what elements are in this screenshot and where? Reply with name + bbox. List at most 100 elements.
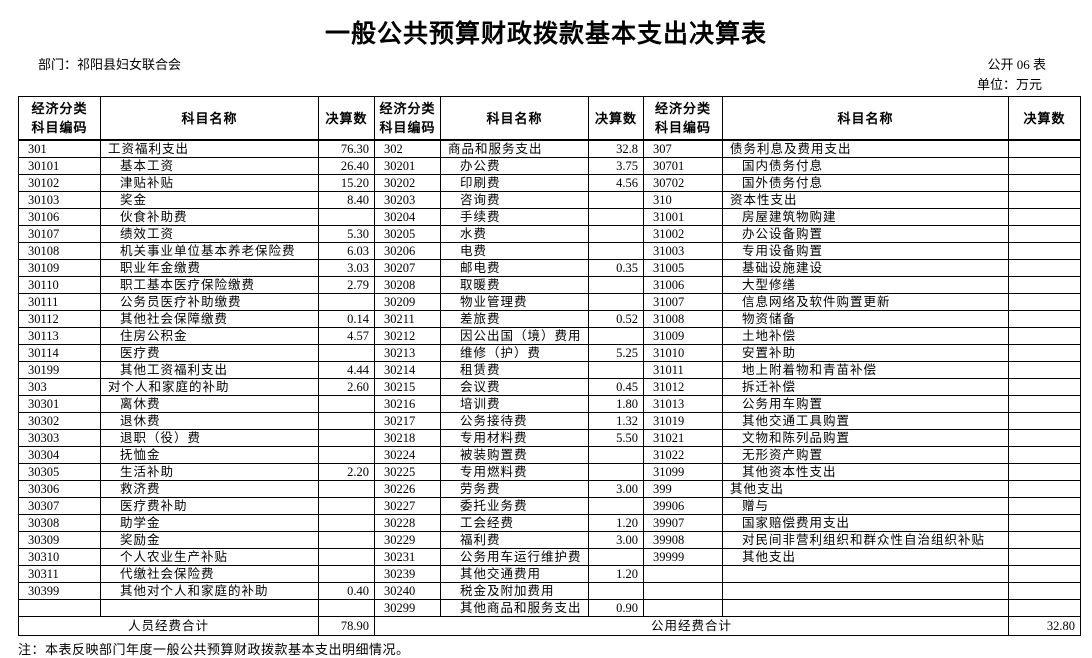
header-amount-col-1: 决算数 xyxy=(318,96,375,141)
unit-label: 单位：万元 xyxy=(976,77,1042,92)
subject-name-cell: 专用燃料费 xyxy=(440,463,589,481)
code-cell: 30302 xyxy=(18,412,101,430)
code-cell: 31008 xyxy=(643,310,723,328)
table-row: 30299 其他商品和服务支出 0.90 xyxy=(18,599,1081,617)
subject-name-cell: 土地补偿 xyxy=(722,327,1009,345)
table-row: 30301 离休费 30216 培训费 1.80 31013 公务用车购置 xyxy=(18,395,1081,413)
code-cell: 30209 xyxy=(374,293,441,311)
amount-cell xyxy=(1008,514,1081,532)
code-cell: 30307 xyxy=(18,497,101,515)
amount-cell xyxy=(588,191,644,209)
code-cell: 31011 xyxy=(643,361,723,379)
code-cell: 30103 xyxy=(18,191,101,209)
subject-name-cell: 救济费 xyxy=(100,480,319,498)
code-cell: 39906 xyxy=(643,497,723,515)
code-cell: 310 xyxy=(643,191,723,209)
code-cell: 30203 xyxy=(374,191,441,209)
code-cell: 30208 xyxy=(374,276,441,294)
amount-cell xyxy=(318,208,375,226)
subject-name-cell: 助学金 xyxy=(100,514,319,532)
code-cell: 303 xyxy=(18,378,101,396)
amount-cell xyxy=(1008,446,1081,464)
code-cell xyxy=(643,582,723,600)
table-row: 30307 医疗费补助 30227 委托业务费 39906 赠与 xyxy=(18,497,1081,515)
header-amount-col-3: 决算数 xyxy=(1008,96,1081,141)
amount-cell: 4.56 xyxy=(588,174,644,192)
code-cell: 31013 xyxy=(643,395,723,413)
subject-name-cell: 取暖费 xyxy=(440,276,589,294)
amount-cell xyxy=(1008,310,1081,328)
amount-cell xyxy=(588,582,644,600)
code-cell: 30213 xyxy=(374,344,441,362)
header-code-line2: 科目编码 xyxy=(379,120,436,135)
subject-name-cell xyxy=(722,582,1009,600)
amount-cell: 4.57 xyxy=(318,327,375,345)
code-cell: 31099 xyxy=(643,463,723,481)
amount-cell: 32.8 xyxy=(588,139,644,158)
subject-name-cell: 资本性支出 xyxy=(722,191,1009,209)
amount-cell xyxy=(588,446,644,464)
amount-cell xyxy=(318,599,375,617)
table-row: 30112 其他社会保障缴费 0.14 30211 差旅费 0.52 31008 物资储备 xyxy=(18,310,1081,328)
code-cell: 30204 xyxy=(374,208,441,226)
subject-name-cell: 被装购置费 xyxy=(440,446,589,464)
table-row: 30114 医疗费 30213 维修（护）费 5.25 31010 安置补助 xyxy=(18,344,1081,362)
subject-name-cell: 对民间非营利组织和群众性自治组织补贴 xyxy=(722,531,1009,549)
subject-name-cell: 其他商品和服务支出 xyxy=(440,599,589,617)
code-cell: 30216 xyxy=(374,395,441,413)
subject-name-cell: 无形资产购置 xyxy=(722,446,1009,464)
table-row: 30111 公务员医疗补助缴费 30209 物业管理费 31007 信息网络及软件购置更新 xyxy=(18,293,1081,311)
subject-name-cell xyxy=(722,599,1009,617)
amount-cell: 5.50 xyxy=(588,429,644,447)
code-cell: 30114 xyxy=(18,344,101,362)
amount-cell: 1.32 xyxy=(588,412,644,430)
amount-cell: 8.40 xyxy=(318,191,375,209)
amount-cell xyxy=(1008,225,1081,243)
table-row: 30303 退职（役）费 30218 专用材料费 5.50 31021 文物和陈列品购置 xyxy=(18,429,1081,447)
subject-name-cell xyxy=(722,565,1009,583)
amount-cell: 5.30 xyxy=(318,225,375,243)
code-cell: 31009 xyxy=(643,327,723,345)
code-cell: 30107 xyxy=(18,225,101,243)
amount-cell: 1.20 xyxy=(588,514,644,532)
amount-cell: 0.52 xyxy=(588,310,644,328)
amount-cell: 1.20 xyxy=(588,565,644,583)
subject-name-cell: 手续费 xyxy=(440,208,589,226)
header-code-line1: 经济分类 xyxy=(654,101,711,116)
amount-cell xyxy=(588,276,644,294)
subject-name-cell: 工资福利支出 xyxy=(100,139,319,158)
code-cell: 31002 xyxy=(643,225,723,243)
subject-name-cell: 住房公积金 xyxy=(100,327,319,345)
subject-name-cell: 离休费 xyxy=(100,395,319,413)
code-cell: 30212 xyxy=(374,327,441,345)
subject-name-cell: 机关事业单位基本养老保险费 xyxy=(100,242,319,260)
code-cell: 31012 xyxy=(643,378,723,396)
subject-name-cell: 对个人和家庭的补助 xyxy=(100,378,319,396)
amount-cell xyxy=(318,514,375,532)
subject-name-cell: 差旅费 xyxy=(440,310,589,328)
amount-cell: 76.30 xyxy=(318,139,375,158)
code-cell: 30206 xyxy=(374,242,441,260)
table-row: 30106 伙食补助费 30204 手续费 31001 房屋建筑物购建 xyxy=(18,208,1081,226)
amount-cell xyxy=(318,531,375,549)
amount-cell xyxy=(1008,429,1081,447)
subject-name-cell: 安置补助 xyxy=(722,344,1009,362)
code-cell: 30211 xyxy=(374,310,441,328)
amount-cell xyxy=(1008,548,1081,566)
code-cell: 30309 xyxy=(18,531,101,549)
subject-name-cell: 电费 xyxy=(440,242,589,260)
table-row: 30302 退休费 30217 公务接待费 1.32 31019 其他交通工具购置 xyxy=(18,412,1081,430)
subject-name-cell: 其他社会保障缴费 xyxy=(100,310,319,328)
amount-cell xyxy=(1008,599,1081,617)
amount-cell: 26.40 xyxy=(318,157,375,175)
code-cell xyxy=(643,599,723,617)
subject-name-cell: 伙食补助费 xyxy=(100,208,319,226)
amount-cell xyxy=(588,225,644,243)
header-name-col-1: 科目名称 xyxy=(100,96,319,141)
amount-cell xyxy=(1008,497,1081,515)
subject-name-cell: 国外债务付息 xyxy=(722,174,1009,192)
subject-name-cell: 其他交通工具购置 xyxy=(722,412,1009,430)
amount-cell xyxy=(1008,139,1081,158)
subject-name-cell: 维修（护）费 xyxy=(440,344,589,362)
